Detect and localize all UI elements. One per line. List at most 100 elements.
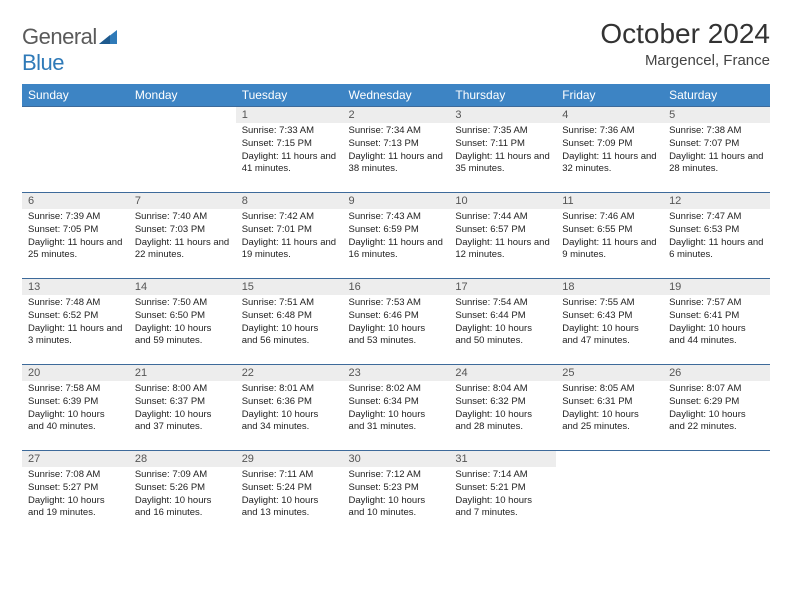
day-details: Sunrise: 7:50 AMSunset: 6:50 PMDaylight:… (129, 295, 236, 352)
calendar-day-cell: 2Sunrise: 7:34 AMSunset: 7:13 PMDaylight… (343, 107, 450, 193)
day-number: 8 (236, 193, 343, 209)
month-title: October 2024 (600, 18, 770, 50)
day-details: Sunrise: 7:44 AMSunset: 6:57 PMDaylight:… (449, 209, 556, 266)
calendar-day-cell: 9Sunrise: 7:43 AMSunset: 6:59 PMDaylight… (343, 193, 450, 279)
day-details: Sunrise: 7:33 AMSunset: 7:15 PMDaylight:… (236, 123, 343, 180)
calendar-day-cell: 12Sunrise: 7:47 AMSunset: 6:53 PMDayligh… (663, 193, 770, 279)
calendar-day-cell (129, 107, 236, 193)
day-details: Sunrise: 7:34 AMSunset: 7:13 PMDaylight:… (343, 123, 450, 180)
day-details: Sunrise: 7:35 AMSunset: 7:11 PMDaylight:… (449, 123, 556, 180)
calendar-week-row: 20Sunrise: 7:58 AMSunset: 6:39 PMDayligh… (22, 365, 770, 451)
calendar-week-row: 27Sunrise: 7:08 AMSunset: 5:27 PMDayligh… (22, 451, 770, 537)
day-number: 22 (236, 365, 343, 381)
calendar-day-cell: 14Sunrise: 7:50 AMSunset: 6:50 PMDayligh… (129, 279, 236, 365)
calendar-day-cell: 20Sunrise: 7:58 AMSunset: 6:39 PMDayligh… (22, 365, 129, 451)
day-number: 25 (556, 365, 663, 381)
day-details: Sunrise: 7:11 AMSunset: 5:24 PMDaylight:… (236, 467, 343, 524)
day-details: Sunrise: 7:53 AMSunset: 6:46 PMDaylight:… (343, 295, 450, 352)
day-number: 16 (343, 279, 450, 295)
calendar-day-cell: 30Sunrise: 7:12 AMSunset: 5:23 PMDayligh… (343, 451, 450, 537)
calendar-week-row: 1Sunrise: 7:33 AMSunset: 7:15 PMDaylight… (22, 107, 770, 193)
day-details: Sunrise: 7:51 AMSunset: 6:48 PMDaylight:… (236, 295, 343, 352)
logo-triangle-icon (99, 24, 117, 50)
calendar-day-cell: 1Sunrise: 7:33 AMSunset: 7:15 PMDaylight… (236, 107, 343, 193)
day-details: Sunrise: 7:08 AMSunset: 5:27 PMDaylight:… (22, 467, 129, 524)
day-details: Sunrise: 7:09 AMSunset: 5:26 PMDaylight:… (129, 467, 236, 524)
day-details: Sunrise: 8:04 AMSunset: 6:32 PMDaylight:… (449, 381, 556, 438)
calendar-day-cell: 7Sunrise: 7:40 AMSunset: 7:03 PMDaylight… (129, 193, 236, 279)
day-number: 31 (449, 451, 556, 467)
calendar-day-cell: 23Sunrise: 8:02 AMSunset: 6:34 PMDayligh… (343, 365, 450, 451)
day-details: Sunrise: 8:01 AMSunset: 6:36 PMDaylight:… (236, 381, 343, 438)
day-number: 29 (236, 451, 343, 467)
day-number: 24 (449, 365, 556, 381)
calendar-day-cell: 13Sunrise: 7:48 AMSunset: 6:52 PMDayligh… (22, 279, 129, 365)
calendar-day-cell: 10Sunrise: 7:44 AMSunset: 6:57 PMDayligh… (449, 193, 556, 279)
day-number: 10 (449, 193, 556, 209)
calendar-day-cell: 15Sunrise: 7:51 AMSunset: 6:48 PMDayligh… (236, 279, 343, 365)
day-number: 3 (449, 107, 556, 123)
brand-logo: GeneralBlue (22, 24, 117, 76)
day-details: Sunrise: 7:43 AMSunset: 6:59 PMDaylight:… (343, 209, 450, 266)
brand-part2: Blue (22, 50, 64, 75)
day-number: 27 (22, 451, 129, 467)
day-number: 26 (663, 365, 770, 381)
calendar-day-cell: 16Sunrise: 7:53 AMSunset: 6:46 PMDayligh… (343, 279, 450, 365)
calendar-day-cell: 6Sunrise: 7:39 AMSunset: 7:05 PMDaylight… (22, 193, 129, 279)
day-number: 4 (556, 107, 663, 123)
day-details: Sunrise: 7:54 AMSunset: 6:44 PMDaylight:… (449, 295, 556, 352)
day-number: 30 (343, 451, 450, 467)
weekday-header: Monday (129, 84, 236, 107)
calendar-day-cell: 18Sunrise: 7:55 AMSunset: 6:43 PMDayligh… (556, 279, 663, 365)
day-number: 21 (129, 365, 236, 381)
day-details: Sunrise: 7:12 AMSunset: 5:23 PMDaylight:… (343, 467, 450, 524)
day-number: 15 (236, 279, 343, 295)
day-details: Sunrise: 7:46 AMSunset: 6:55 PMDaylight:… (556, 209, 663, 266)
day-details: Sunrise: 7:55 AMSunset: 6:43 PMDaylight:… (556, 295, 663, 352)
calendar-day-cell: 26Sunrise: 8:07 AMSunset: 6:29 PMDayligh… (663, 365, 770, 451)
day-details: Sunrise: 7:38 AMSunset: 7:07 PMDaylight:… (663, 123, 770, 180)
day-details: Sunrise: 7:57 AMSunset: 6:41 PMDaylight:… (663, 295, 770, 352)
calendar-week-row: 13Sunrise: 7:48 AMSunset: 6:52 PMDayligh… (22, 279, 770, 365)
day-number: 23 (343, 365, 450, 381)
weekday-header: Sunday (22, 84, 129, 107)
day-number: 11 (556, 193, 663, 209)
weekday-header: Thursday (449, 84, 556, 107)
day-number: 18 (556, 279, 663, 295)
day-details: Sunrise: 7:58 AMSunset: 6:39 PMDaylight:… (22, 381, 129, 438)
calendar-day-cell (22, 107, 129, 193)
calendar-day-cell: 27Sunrise: 7:08 AMSunset: 5:27 PMDayligh… (22, 451, 129, 537)
day-number: 7 (129, 193, 236, 209)
day-details: Sunrise: 7:47 AMSunset: 6:53 PMDaylight:… (663, 209, 770, 266)
calendar-day-cell: 29Sunrise: 7:11 AMSunset: 5:24 PMDayligh… (236, 451, 343, 537)
calendar-day-cell (556, 451, 663, 537)
weekday-header: Friday (556, 84, 663, 107)
day-number: 5 (663, 107, 770, 123)
day-number: 6 (22, 193, 129, 209)
day-details: Sunrise: 7:36 AMSunset: 7:09 PMDaylight:… (556, 123, 663, 180)
calendar-day-cell: 22Sunrise: 8:01 AMSunset: 6:36 PMDayligh… (236, 365, 343, 451)
day-details: Sunrise: 8:05 AMSunset: 6:31 PMDaylight:… (556, 381, 663, 438)
location: Margencel, France (600, 52, 770, 69)
day-number: 28 (129, 451, 236, 467)
calendar-day-cell (663, 451, 770, 537)
day-details: Sunrise: 7:40 AMSunset: 7:03 PMDaylight:… (129, 209, 236, 266)
calendar-week-row: 6Sunrise: 7:39 AMSunset: 7:05 PMDaylight… (22, 193, 770, 279)
calendar-day-cell: 19Sunrise: 7:57 AMSunset: 6:41 PMDayligh… (663, 279, 770, 365)
calendar-day-cell: 11Sunrise: 7:46 AMSunset: 6:55 PMDayligh… (556, 193, 663, 279)
calendar-day-cell: 28Sunrise: 7:09 AMSunset: 5:26 PMDayligh… (129, 451, 236, 537)
calendar-day-cell: 17Sunrise: 7:54 AMSunset: 6:44 PMDayligh… (449, 279, 556, 365)
calendar-day-cell: 24Sunrise: 8:04 AMSunset: 6:32 PMDayligh… (449, 365, 556, 451)
day-number: 2 (343, 107, 450, 123)
calendar-day-cell: 25Sunrise: 8:05 AMSunset: 6:31 PMDayligh… (556, 365, 663, 451)
calendar-day-cell: 21Sunrise: 8:00 AMSunset: 6:37 PMDayligh… (129, 365, 236, 451)
day-details: Sunrise: 8:07 AMSunset: 6:29 PMDaylight:… (663, 381, 770, 438)
day-number: 13 (22, 279, 129, 295)
brand-text: GeneralBlue (22, 24, 117, 76)
day-number: 19 (663, 279, 770, 295)
day-number: 9 (343, 193, 450, 209)
day-details: Sunrise: 7:39 AMSunset: 7:05 PMDaylight:… (22, 209, 129, 266)
title-block: October 2024 Margencel, France (600, 18, 770, 69)
calendar-day-cell: 4Sunrise: 7:36 AMSunset: 7:09 PMDaylight… (556, 107, 663, 193)
calendar-day-cell: 31Sunrise: 7:14 AMSunset: 5:21 PMDayligh… (449, 451, 556, 537)
